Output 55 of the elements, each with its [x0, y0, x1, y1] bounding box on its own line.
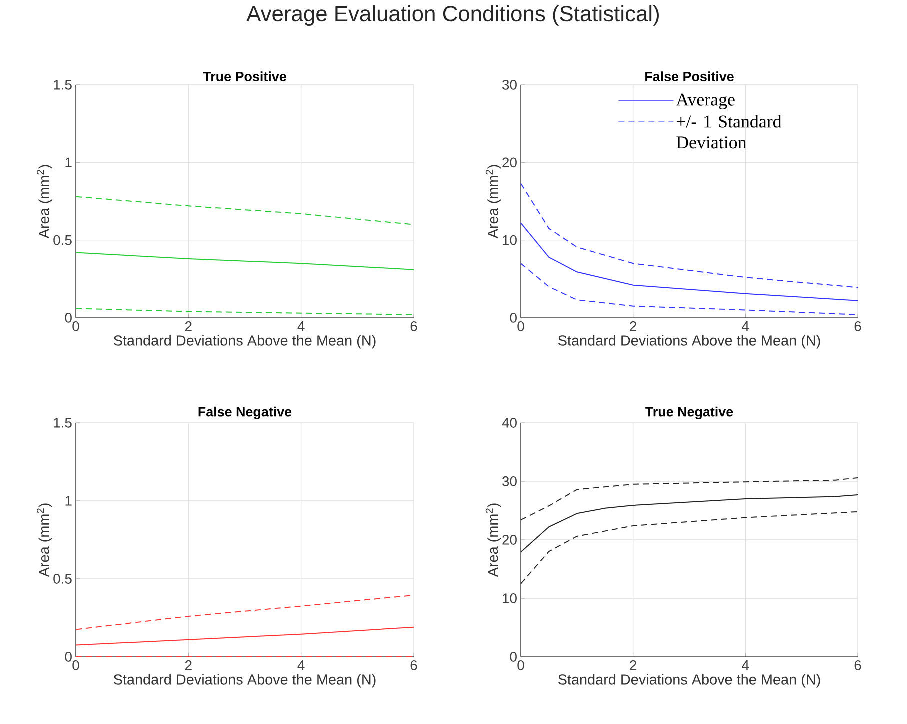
- x-tick-label: 4: [742, 660, 750, 670]
- line-series: [76, 308, 415, 316]
- x-tick-label: 4: [298, 322, 305, 332]
- y-tick-label: 40: [502, 418, 517, 428]
- x-tick-label: 0: [72, 660, 80, 670]
- y-tick-label: 1.5: [54, 418, 72, 428]
- y-tick-label: 0: [510, 652, 517, 662]
- x-tick-label: 0: [518, 322, 524, 332]
- x-tick-label: 2: [185, 322, 192, 332]
- x-tick-label: 4: [742, 322, 750, 332]
- legend-label: Average: [676, 94, 735, 110]
- x-axis-title: Standard Deviations Above the Mean (N): [558, 335, 820, 349]
- y-tick-label: 0: [510, 313, 517, 323]
- line-series: [520, 494, 859, 553]
- y-axis-title: Area (mm$^{2}$): [486, 165, 502, 239]
- y-tick-label: 0.5: [54, 574, 72, 584]
- x-tick-label: 6: [410, 660, 418, 670]
- chart-title: False Positive: [646, 72, 734, 82]
- x-tick-label: 2: [630, 660, 637, 670]
- y-tick-label: 20: [502, 158, 517, 168]
- text: Average Evaluation Conditions (Statistical): [246, 6, 659, 26]
- chart-title: True Positive: [203, 72, 286, 82]
- x-tick-label: 4: [298, 660, 305, 670]
- y-axis-title: Area (mm$^{2}$): [36, 504, 52, 578]
- y-tick-label: 1.5: [54, 80, 72, 90]
- y-tick-label: 0: [65, 313, 72, 323]
- x-tick-label: 6: [410, 322, 418, 332]
- x-tick-label: 2: [630, 322, 637, 332]
- x-tick-label: 0: [518, 660, 524, 670]
- y-tick-label: 0: [65, 652, 72, 662]
- x-axis-title: Standard Deviations Above the Mean (N): [114, 335, 376, 349]
- line-series: [520, 477, 859, 521]
- y-tick-label: 1: [66, 496, 72, 506]
- y-tick-label: 30: [502, 80, 517, 90]
- chart-title: False Negative: [198, 406, 292, 420]
- y-axis-title: Area (mm$^{2}$): [486, 504, 502, 578]
- x-axis-title: Standard Deviations Above the Mean (N): [558, 674, 820, 688]
- line-series: [76, 252, 415, 270]
- x-tick-label: 0: [72, 322, 80, 332]
- y-axis-title: Area (mm$^{2}$): [36, 165, 52, 239]
- x-tick-label: 6: [854, 660, 862, 670]
- chart-title: True Negative: [646, 406, 734, 420]
- y-tick-label: 0.5: [54, 235, 72, 246]
- y-tick-label: 1: [66, 158, 72, 168]
- x-tick-label: 6: [854, 322, 862, 332]
- line-series: [520, 183, 859, 288]
- line-series: [520, 222, 859, 302]
- x-tick-label: 2: [185, 660, 192, 670]
- legend-label: +/- 1 Standard Deviation: [676, 115, 782, 149]
- y-tick-label: 10: [503, 235, 517, 246]
- y-tick-label: 30: [502, 476, 517, 486]
- y-tick-label: 10: [503, 594, 517, 604]
- y-tick-label: 20: [502, 535, 517, 545]
- x-axis-title: Standard Deviations Above the Mean (N): [114, 674, 376, 688]
- line-series: [520, 511, 859, 584]
